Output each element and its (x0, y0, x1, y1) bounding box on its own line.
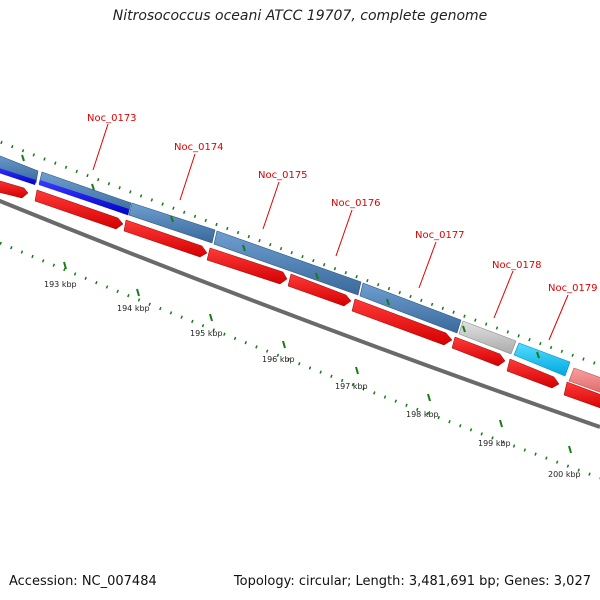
gene-label-noc-0179: Noc_0179 (548, 283, 598, 294)
gene-bar-noc-0175[interactable] (213, 230, 362, 296)
map-title: Nitrosococcus oceani ATCC 19707, complet… (112, 8, 488, 24)
genome-backbone (0, 198, 600, 429)
gene-label-noc-0178: Noc_0178 (492, 260, 542, 271)
scale-major-ticks (63, 261, 572, 454)
kbp-label-199: 199 kbp (478, 439, 511, 448)
cds-arrow-7[interactable] (451, 336, 506, 367)
kbp-label-200: 200 kbp (548, 470, 581, 479)
upper-major-ticks (21, 154, 540, 359)
feature-lane (0, 152, 600, 394)
kbp-label-198: 198 kbp (406, 410, 439, 419)
cds-arrow-9[interactable] (563, 381, 600, 410)
leader-lines (92, 123, 569, 341)
gene-bar-noc-0178[interactable] (458, 320, 517, 355)
gene-label-noc-0176: Noc_0176 (331, 198, 381, 209)
gene-label-noc-0173: Noc_0173 (87, 113, 137, 124)
gene-bar-noc-0176[interactable] (359, 282, 462, 334)
cds-arrow-2[interactable] (34, 189, 124, 230)
cds-arrow-6[interactable] (351, 298, 453, 346)
kbp-scale-track (0, 241, 600, 480)
gene-label-noc-0175: Noc_0175 (258, 170, 308, 181)
accession-text: Accession: NC_007484 (9, 574, 157, 589)
cds-lane (0, 178, 600, 410)
gene-label-noc-0177: Noc_0177 (415, 230, 465, 241)
cds-arrow-5[interactable] (287, 273, 352, 307)
cds-arrow-4[interactable] (206, 247, 288, 285)
gene-bar-noc-0178-cyan[interactable] (513, 342, 571, 377)
gene-bar-noc-0173b-blue[interactable] (39, 180, 129, 215)
kbp-label-195: 195 kbp (190, 329, 223, 338)
kbp-label-197: 197 kbp (335, 382, 368, 391)
gene-bar-noc-0179[interactable] (568, 367, 600, 394)
cds-arrow-8[interactable] (506, 358, 560, 389)
kbp-label-193: 193 kbp (44, 280, 77, 289)
cds-arrow-1[interactable] (0, 178, 29, 199)
gene-bar-noc-0173[interactable] (0, 152, 39, 184)
gene-bar-blue-strip[interactable] (0, 165, 36, 185)
tick-track-inner (0, 140, 600, 367)
gene-bar-noc-0174[interactable] (128, 202, 216, 244)
kbp-label-194: 194 kbp (117, 304, 150, 313)
topology-text: Topology: circular; Length: 3,481,691 bp… (233, 574, 591, 589)
gene-label-noc-0174: Noc_0174 (174, 142, 224, 153)
cds-arrow-3[interactable] (123, 219, 208, 258)
kbp-label-196: 196 kbp (262, 355, 295, 364)
